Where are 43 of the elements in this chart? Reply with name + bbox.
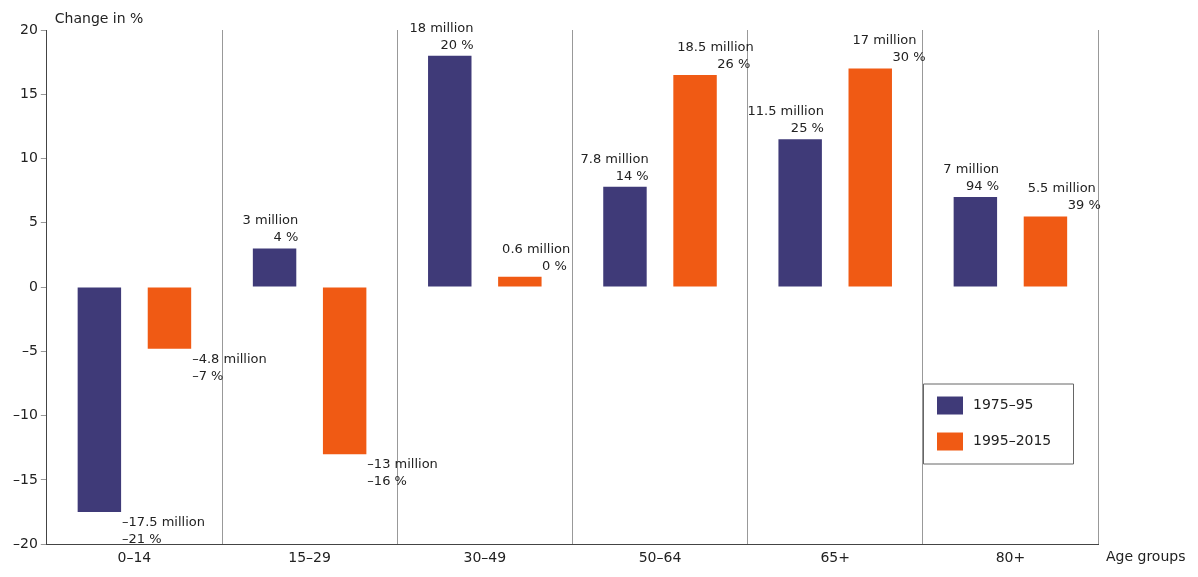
y-tick-label: –15 <box>12 470 38 487</box>
bar <box>498 276 542 287</box>
bar <box>848 68 892 287</box>
y-tick-label: 15 <box>19 84 38 101</box>
annotation: –13 million –16 % <box>367 456 438 489</box>
bar <box>252 248 297 287</box>
y-tick-label: –10 <box>12 406 38 423</box>
bar <box>322 287 367 455</box>
bar <box>77 287 122 513</box>
y-tick-label: 10 <box>19 149 38 166</box>
annotation: 18.5 million 26 % <box>677 38 754 71</box>
annotation: 11.5 million 25 % <box>747 103 824 136</box>
y-tick-label: –20 <box>12 534 38 551</box>
x-tick-label: 0–14 <box>117 549 152 566</box>
legend-label: 1995–2015 <box>973 432 1052 449</box>
legend-label: 1975–95 <box>973 396 1034 413</box>
x-tick-label: 80+ <box>995 549 1026 566</box>
annotation: 7.8 million 14 % <box>580 150 649 183</box>
bar <box>778 139 822 287</box>
x-axis-title: Age groups <box>1106 547 1186 564</box>
y-tick-label: 20 <box>19 20 38 37</box>
y-tick-label: –5 <box>21 342 38 359</box>
y-tick-label: 5 <box>28 213 38 230</box>
x-tick-label: 50–64 <box>638 549 682 566</box>
x-tick-label: 15–29 <box>288 549 331 566</box>
bar <box>603 186 647 287</box>
annotation: 18 million 20 % <box>409 19 474 52</box>
annotation: 7 million 94 % <box>943 160 1000 193</box>
bar <box>673 74 717 287</box>
bar <box>953 197 998 287</box>
x-tick-label: 30–49 <box>463 549 507 566</box>
annotation: 17 million 30 % <box>852 32 926 65</box>
annotation: 3 million 4 % <box>242 212 299 245</box>
annotation: –17.5 million –21 % <box>122 513 205 546</box>
y-axis-title: Change in % <box>54 9 144 26</box>
x-tick-label: 65+ <box>820 549 850 566</box>
annotation: 0.6 million 0 % <box>502 240 571 273</box>
bar <box>1023 216 1068 287</box>
bar <box>147 287 192 349</box>
annotation: 5.5 million 39 % <box>1027 180 1101 213</box>
annotation: –4.8 million –7 % <box>192 350 267 383</box>
y-tick-label: 0 <box>28 277 38 294</box>
bar <box>428 55 472 287</box>
